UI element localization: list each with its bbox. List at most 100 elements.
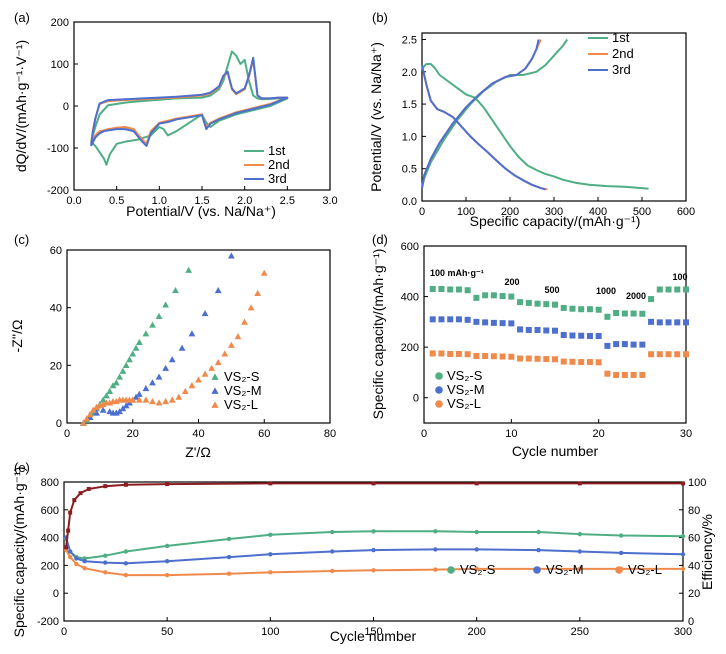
data-point <box>464 316 471 323</box>
series-1-segment-0 <box>421 65 548 191</box>
efficiency-point <box>474 481 479 486</box>
data-point <box>155 312 163 320</box>
data-point <box>371 568 376 573</box>
data-point <box>214 286 222 294</box>
data-point <box>429 285 436 292</box>
data-point <box>656 351 663 358</box>
data-point <box>433 567 438 572</box>
panel-a: (a) 0.0 0.5 1.0 1.5 2.0 2.5 3.0 -200 -100 0 100 200 P… <box>13 10 338 219</box>
data-point <box>268 532 273 538</box>
y-tick-label: 0.0 <box>402 196 417 208</box>
data-point <box>577 566 583 572</box>
data-point <box>155 373 163 380</box>
rate-label: 1000 <box>596 286 616 296</box>
data-point <box>464 287 471 294</box>
panel-label: (b) <box>372 10 388 25</box>
data-point <box>172 286 179 294</box>
efficiency-point <box>268 481 273 486</box>
efficiency-trace <box>65 482 683 548</box>
data-point <box>164 572 170 578</box>
data-point <box>474 547 479 552</box>
data-point <box>129 396 137 403</box>
data-point <box>429 350 436 357</box>
data-point <box>119 367 127 374</box>
x-tick-label: 0 <box>61 626 67 638</box>
x-tick-label: 100 <box>457 206 475 218</box>
y-tick-label: 20 <box>50 360 62 372</box>
data-point <box>149 379 156 386</box>
data-point <box>438 285 445 292</box>
data-point <box>67 554 73 560</box>
y-tick-label: 60 <box>50 245 62 257</box>
data-point <box>543 301 550 308</box>
legend-label: VS₂-M <box>224 383 262 398</box>
data-point <box>164 543 170 549</box>
y-right-tick-label: 60 <box>688 533 700 545</box>
data-point <box>162 364 170 371</box>
data-point <box>578 359 585 366</box>
data-point <box>473 294 480 301</box>
data-point <box>665 319 672 326</box>
legend-label: VS₂-S <box>447 368 483 383</box>
legend-marker <box>435 372 443 380</box>
x-axis-label: Z'/Ω <box>185 444 211 460</box>
data-point <box>103 392 110 399</box>
y-tick-label: 600 <box>401 241 419 253</box>
y-tick-label: -200 <box>47 185 69 197</box>
data-point <box>162 301 170 308</box>
y-tick-label: 0.5 <box>402 164 417 176</box>
data-point <box>201 310 209 317</box>
data-point <box>82 559 87 564</box>
data-point <box>129 350 137 357</box>
data-point <box>630 371 637 378</box>
series-0-segment-0 <box>421 63 649 190</box>
data-point <box>534 326 541 333</box>
data-point <box>201 370 209 377</box>
data-point <box>142 385 150 392</box>
legend-marker <box>435 400 443 408</box>
data-point <box>106 387 114 395</box>
y-right-tick-label: 80 <box>688 505 700 517</box>
x-tick-label: 80 <box>324 428 336 440</box>
y-axis-label: Potential/V (vs. Na/Na⁺) <box>368 42 384 192</box>
data-point <box>188 382 196 389</box>
data-point <box>534 300 541 307</box>
data-point <box>536 547 541 553</box>
x-tick-label: 2.5 <box>280 195 295 207</box>
panel-e: (e)0 50 100 150 200 250 300-2000200400600800Cy… <box>11 460 715 644</box>
data-point <box>604 370 611 377</box>
efficiency-point <box>577 481 582 486</box>
rate-label: 200 <box>504 277 519 287</box>
data-point <box>473 318 480 325</box>
y-tick-label: -200 <box>37 616 59 628</box>
y-tick-label: 40 <box>50 303 62 315</box>
data-point <box>226 571 232 576</box>
data-point <box>447 350 454 357</box>
efficiency-point <box>86 486 91 491</box>
legend-label: 3rd <box>612 62 631 77</box>
data-point <box>123 561 129 566</box>
plot-frame <box>73 21 331 191</box>
efficiency-point <box>78 491 83 496</box>
data-point <box>674 319 681 326</box>
x-tick-label: 400 <box>589 206 607 218</box>
data-point <box>455 350 462 357</box>
data-point <box>604 313 611 320</box>
data-point <box>577 531 583 537</box>
legend-marker <box>211 401 219 408</box>
plot-frame <box>423 245 687 424</box>
panel-d: (d) 0 10 20 30 0 200 400 600 Cycle number Specific… <box>370 232 692 459</box>
efficiency-point <box>64 545 69 550</box>
data-point <box>680 566 686 572</box>
data-point <box>560 332 567 339</box>
data-point <box>482 292 489 299</box>
x-tick-label: 60 <box>258 428 270 440</box>
rate-label: 2000 <box>626 291 646 301</box>
y-tick-label: 800 <box>41 477 59 489</box>
data-point <box>552 327 558 334</box>
data-point <box>482 352 489 359</box>
x-tick-label: 50 <box>161 626 173 638</box>
y-tick-label: 200 <box>401 342 419 354</box>
y-axis-label: Specific capacity/(mAh·g⁻¹) <box>370 249 386 420</box>
y-tick-label: 0 <box>56 418 62 430</box>
